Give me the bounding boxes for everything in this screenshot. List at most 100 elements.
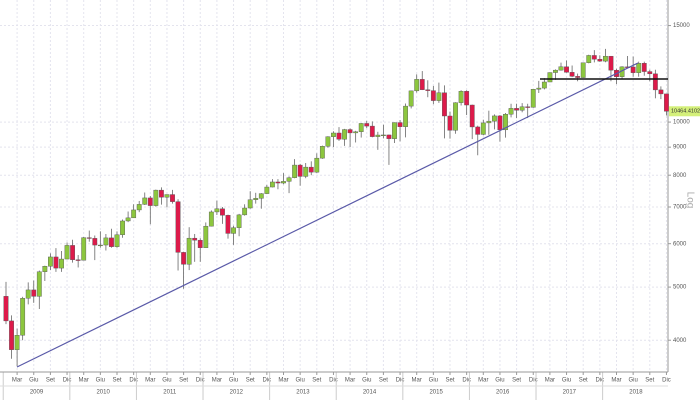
x-tick-label: Set: [112, 378, 121, 384]
candle-body: [186, 237, 192, 265]
candle-body: [75, 259, 81, 261]
candle-body: [247, 199, 253, 209]
candle-body: [547, 72, 553, 83]
candle-body: [442, 92, 447, 117]
x-tick-label: Mar: [478, 378, 488, 384]
candle-body: [652, 73, 658, 91]
candle-body: [664, 93, 669, 112]
x-tick-label: Set: [379, 378, 388, 384]
x-tick-label: Dic: [662, 378, 671, 384]
candle-body: [530, 89, 536, 108]
candle-body: [458, 91, 464, 103]
candle-body: [125, 217, 131, 222]
candle-body: [220, 208, 225, 216]
x-tick-label: Set: [445, 378, 454, 384]
x-tick-label: Giu: [429, 378, 438, 384]
candle-body: [181, 252, 186, 265]
candle-body: [64, 245, 70, 260]
candle-body: [9, 320, 14, 350]
y-tick-label: 6000: [673, 241, 687, 247]
year-label: 2011: [163, 390, 177, 396]
candle-body: [369, 125, 375, 137]
x-tick-label: Mar: [145, 378, 155, 384]
candle-body: [403, 105, 408, 127]
x-tick-label: Set: [246, 378, 255, 384]
candle-body: [430, 90, 436, 101]
candle-body: [347, 129, 353, 134]
candle-body: [214, 208, 220, 213]
x-tick-label: Mar: [212, 378, 222, 384]
candle-body: [31, 289, 37, 297]
x-tick-label: Mar: [79, 378, 89, 384]
candle-body: [397, 122, 403, 127]
last-price-label: 10464.4102: [671, 109, 700, 115]
candle-body: [358, 123, 364, 132]
candle-body: [308, 166, 314, 173]
candle-body: [114, 234, 120, 247]
candle-body: [469, 104, 475, 128]
x-tick-label: Mar: [412, 378, 422, 384]
x-tick-label: Dic: [596, 378, 605, 384]
x-tick-label: Dic: [263, 378, 272, 384]
year-label: 2010: [96, 390, 110, 396]
candle-body: [109, 237, 114, 247]
x-tick-label: Giu: [96, 378, 105, 384]
candle-body: [270, 181, 275, 188]
x-tick-label: Giu: [628, 378, 637, 384]
candle-body: [364, 123, 370, 127]
candle-body: [392, 122, 397, 139]
candle-body: [647, 71, 653, 75]
x-tick-label: Mar: [345, 378, 355, 384]
candle-body: [514, 108, 520, 111]
candle-body: [575, 76, 581, 78]
candle-body: [314, 157, 320, 173]
candle-body: [419, 79, 425, 90]
candle-body: [292, 164, 297, 178]
x-tick-label: Set: [312, 378, 321, 384]
y-tick-label: 7000: [673, 205, 687, 211]
x-tick-label: Dic: [462, 378, 471, 384]
candle-body: [453, 102, 458, 131]
candle-body: [158, 189, 164, 198]
candle-body: [36, 271, 42, 297]
year-label: 2013: [296, 390, 310, 396]
x-tick-label: Giu: [362, 378, 371, 384]
candle-body: [569, 72, 575, 77]
candle-body: [3, 296, 9, 322]
year-label: 2012: [230, 390, 244, 396]
candle-body: [658, 89, 664, 95]
candle-body: [225, 215, 231, 234]
candle-body: [475, 126, 481, 135]
candle-body: [20, 298, 26, 336]
candle-body: [231, 227, 236, 234]
x-tick-label: Giu: [295, 378, 304, 384]
x-tick-label: Dic: [529, 378, 538, 384]
candle-body: [203, 225, 209, 248]
x-tick-label: Dic: [129, 378, 138, 384]
candle-body: [170, 194, 175, 202]
candle-body: [236, 214, 242, 228]
candle-body: [192, 237, 198, 241]
x-tick-label: Dic: [329, 378, 338, 384]
candle-body: [325, 136, 331, 147]
candle-body: [503, 113, 508, 131]
candle-body: [81, 237, 87, 261]
candle-body: [553, 69, 558, 73]
x-tick-label: Giu: [162, 378, 171, 384]
candle-body: [303, 166, 309, 177]
candle-body: [536, 87, 542, 90]
candle-body: [153, 189, 159, 206]
y-axis-label: Log: [684, 192, 695, 209]
year-label: 2009: [30, 390, 44, 396]
candle-body: [353, 131, 359, 134]
candle-body: [14, 335, 20, 350]
candle-body: [580, 62, 586, 78]
x-tick-label: Giu: [495, 378, 504, 384]
x-tick-label: Giu: [562, 378, 571, 384]
candle-body: [414, 79, 420, 92]
candle-body: [342, 129, 347, 140]
y-tick-label: 9000: [673, 145, 687, 151]
candles: [3, 48, 669, 367]
candle-body: [558, 66, 564, 71]
candle-body: [447, 115, 453, 131]
